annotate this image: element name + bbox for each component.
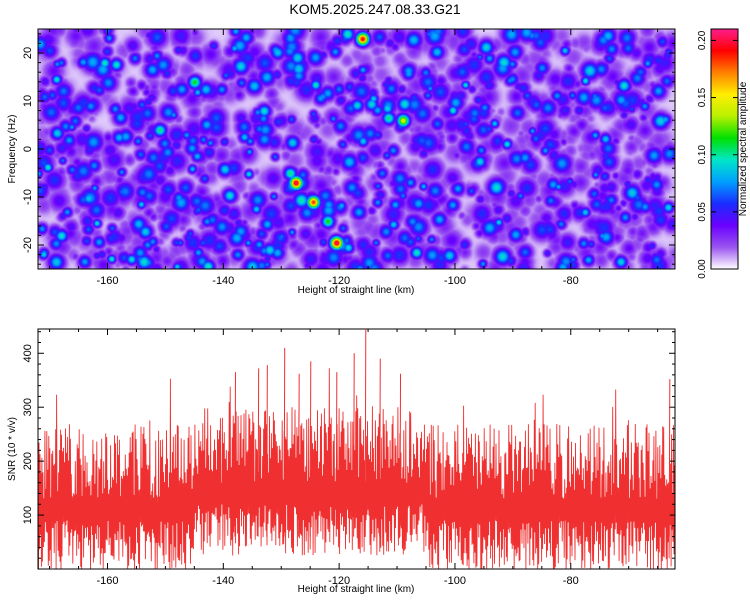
x-tick-label: -80	[563, 575, 579, 587]
spectrogram-heatmap	[38, 29, 675, 269]
snr-series-line	[38, 368, 675, 569]
snr-peak	[234, 372, 236, 537]
snr-frame	[37, 328, 676, 570]
colorbar-ticks	[711, 39, 738, 270]
snr-peak	[353, 353, 355, 537]
snr-peak	[266, 365, 268, 537]
y-tick-label: 100	[22, 506, 34, 524]
snr-peak	[257, 368, 260, 537]
x-tick-label: -120	[328, 575, 350, 587]
x-tick-label: -160	[96, 275, 118, 287]
x-tick-label: -140	[212, 275, 234, 287]
spectrogram-x-label: Height of straight line (km)	[298, 285, 415, 296]
colorbar-tick-label: 0.20	[697, 30, 708, 50]
x-tick-label: -140	[212, 575, 234, 587]
spectrogram-y-label: Frequency (Hz)	[7, 115, 18, 184]
chart-title: KOM5.2025.247.08.33.G21	[289, 1, 461, 17]
snr-peaks	[234, 329, 671, 537]
snr-peak	[379, 358, 381, 537]
x-tick-label: -100	[444, 575, 466, 587]
y-tick-label: 300	[22, 398, 34, 416]
x-tick-label: -100	[444, 275, 466, 287]
y-tick-label: 200	[22, 452, 34, 470]
spectrogram-x-tick-labels: -160 -140 -120 -100 -80	[96, 275, 578, 287]
y-tick-label: 400	[22, 344, 34, 362]
snr-x-tick-labels: -160 -140 -120 -100 -80	[96, 575, 578, 587]
snr-panel: -160 -140 -120 -100 -80 100 200 300 400 Height …	[7, 328, 676, 595]
colorbar-gradient	[710, 28, 739, 270]
y-tick-label: -10	[22, 189, 34, 205]
y-tick-label: -20	[22, 237, 34, 253]
colorbar-tick-labels: 0.00 0.05 0.10 0.15 0.20	[697, 30, 708, 278]
x-tick-label: -80	[563, 275, 579, 287]
colorbar-tick-label: 0.00	[697, 259, 708, 279]
snr-peak	[668, 379, 671, 537]
snr-peak	[283, 347, 286, 537]
snr-peak	[335, 372, 338, 537]
y-tick-label: 20	[22, 47, 34, 59]
colorbar-tick-label: 0.15	[697, 87, 708, 107]
snr-peak	[309, 361, 312, 537]
colorbar-tick-label: 0.10	[697, 145, 708, 165]
snr-peak	[399, 373, 402, 537]
spectrogram-y-tick-labels: -20 -10 0 10 20	[22, 47, 34, 253]
y-tick-label: 0	[22, 146, 34, 152]
snr-y-tick-labels: 100 200 300 400	[22, 344, 34, 524]
x-tick-label: -160	[96, 575, 118, 587]
colorbar-label: Normalized spectral amplitude	[738, 81, 749, 216]
snr-x-label: Height of straight line (km)	[298, 584, 415, 595]
x-tick-label: -120	[328, 275, 350, 287]
snr-y-label: SNR (10 * v/v)	[7, 417, 18, 481]
snr-peak	[298, 373, 300, 537]
y-tick-label: 10	[22, 95, 34, 107]
snr-ticks	[38, 329, 675, 569]
colorbar: 0.00 0.05 0.10 0.15 0.20 Normalized spectral…	[697, 28, 749, 279]
colorbar-tick-label: 0.05	[697, 202, 708, 222]
spectrogram-ticks	[38, 29, 675, 269]
snr-peak	[364, 329, 367, 537]
